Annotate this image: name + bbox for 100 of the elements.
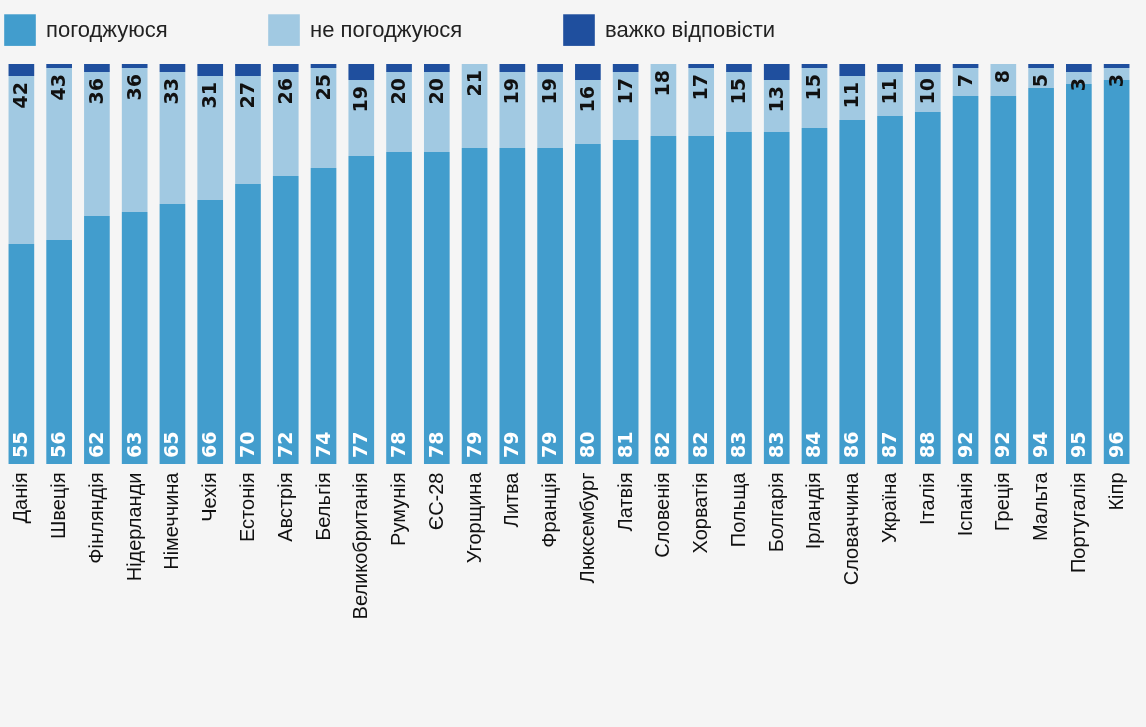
data-label: 74 [311, 431, 334, 458]
data-label: 13 [764, 86, 787, 113]
x-tick-label: Литва [500, 471, 523, 528]
data-label: 92 [991, 431, 1014, 458]
x-tick-label: Словенія [651, 472, 674, 558]
bar [46, 240, 72, 464]
data-label: 19 [500, 78, 523, 105]
data-label: 36 [122, 74, 145, 101]
bar [235, 64, 261, 76]
data-label: 88 [915, 431, 938, 458]
data-label: 79 [538, 431, 561, 458]
bar [688, 136, 715, 464]
x-tick-label: Швеція [47, 472, 70, 540]
data-label: 79 [462, 431, 485, 458]
data-label: 84 [802, 431, 825, 458]
data-label: 10 [915, 78, 938, 105]
data-label: 72 [273, 431, 296, 458]
bar [1066, 64, 1092, 72]
data-label: 27 [235, 82, 258, 109]
data-label: 55 [9, 431, 32, 458]
bar [612, 64, 639, 72]
x-tick-label: Україна [878, 471, 901, 544]
data-label: 82 [651, 431, 674, 458]
bar [1103, 64, 1130, 68]
bar [310, 64, 337, 68]
data-label: 11 [840, 82, 863, 109]
data-label: 92 [953, 431, 976, 458]
bar [386, 72, 412, 152]
bar [537, 64, 563, 72]
data-label: 42 [9, 82, 32, 109]
data-label: 11 [878, 78, 901, 105]
data-label: 94 [1029, 431, 1052, 458]
bar [84, 216, 110, 464]
bar [914, 64, 941, 72]
x-tick-label: Нідерланди [122, 472, 145, 582]
x-tick-label: Болгарія [764, 472, 787, 553]
bar [423, 72, 450, 152]
bar [235, 76, 261, 184]
data-label: 19 [538, 78, 561, 105]
data-label: 77 [349, 431, 372, 458]
data-label: 25 [311, 74, 334, 101]
bar [8, 64, 35, 76]
data-label: 36 [84, 78, 107, 105]
bar [537, 148, 563, 464]
data-label: 63 [122, 431, 145, 458]
data-label: 20 [387, 78, 410, 105]
bar [877, 116, 903, 464]
x-tick-label: Чехія [198, 472, 221, 522]
data-label: 83 [764, 431, 787, 458]
bar [612, 140, 639, 464]
bar [726, 132, 752, 464]
data-label: 43 [47, 74, 70, 101]
data-label: 5 [1029, 74, 1052, 88]
x-tick-label: Кіпр [1104, 472, 1127, 511]
bar [121, 64, 148, 68]
bar [499, 64, 526, 72]
bar [159, 204, 186, 464]
bar [272, 72, 299, 176]
x-tick-label: ЄС-28 [424, 472, 447, 531]
bar [461, 148, 488, 464]
bar [1028, 64, 1054, 68]
bar [121, 68, 148, 212]
x-tick-label: Ірландія [802, 472, 825, 550]
data-label: 80 [575, 431, 598, 458]
bar [423, 152, 450, 464]
x-tick-label: Іспанія [953, 472, 976, 537]
data-label: 17 [689, 74, 712, 101]
bar [46, 64, 72, 68]
x-tick-label: Люксембург [575, 472, 598, 584]
bar [575, 144, 601, 464]
data-label: 70 [235, 431, 258, 458]
data-label: 56 [47, 431, 70, 458]
data-label: 15 [802, 74, 825, 101]
x-tick-label: Данія [9, 472, 32, 524]
bar [8, 244, 35, 464]
data-label: 79 [500, 431, 523, 458]
bar [121, 212, 148, 464]
bar [46, 68, 72, 240]
bar [348, 156, 375, 464]
legend-label: важко відповісти [605, 17, 776, 43]
bar [990, 96, 1017, 464]
bar [1028, 88, 1054, 464]
data-label: 16 [575, 86, 598, 113]
data-label: 17 [613, 78, 636, 105]
x-tick-label: Польща [726, 471, 749, 548]
bar [499, 148, 526, 464]
data-label: 78 [424, 431, 447, 458]
x-tick-label: Угорщина [462, 471, 485, 564]
data-label: 20 [424, 78, 447, 105]
bar [952, 96, 979, 464]
x-tick-label: Греція [991, 472, 1014, 532]
x-tick-label: Фінляндія [84, 472, 107, 564]
x-tick-label: Бельгія [311, 472, 334, 541]
x-tick-label: Португалія [1066, 472, 1089, 573]
bar [839, 120, 866, 464]
data-label: 81 [613, 431, 636, 458]
data-label: 62 [84, 431, 107, 458]
data-label: 65 [160, 431, 183, 458]
bar [423, 64, 450, 72]
legend-label: не погоджуюся [310, 17, 463, 43]
